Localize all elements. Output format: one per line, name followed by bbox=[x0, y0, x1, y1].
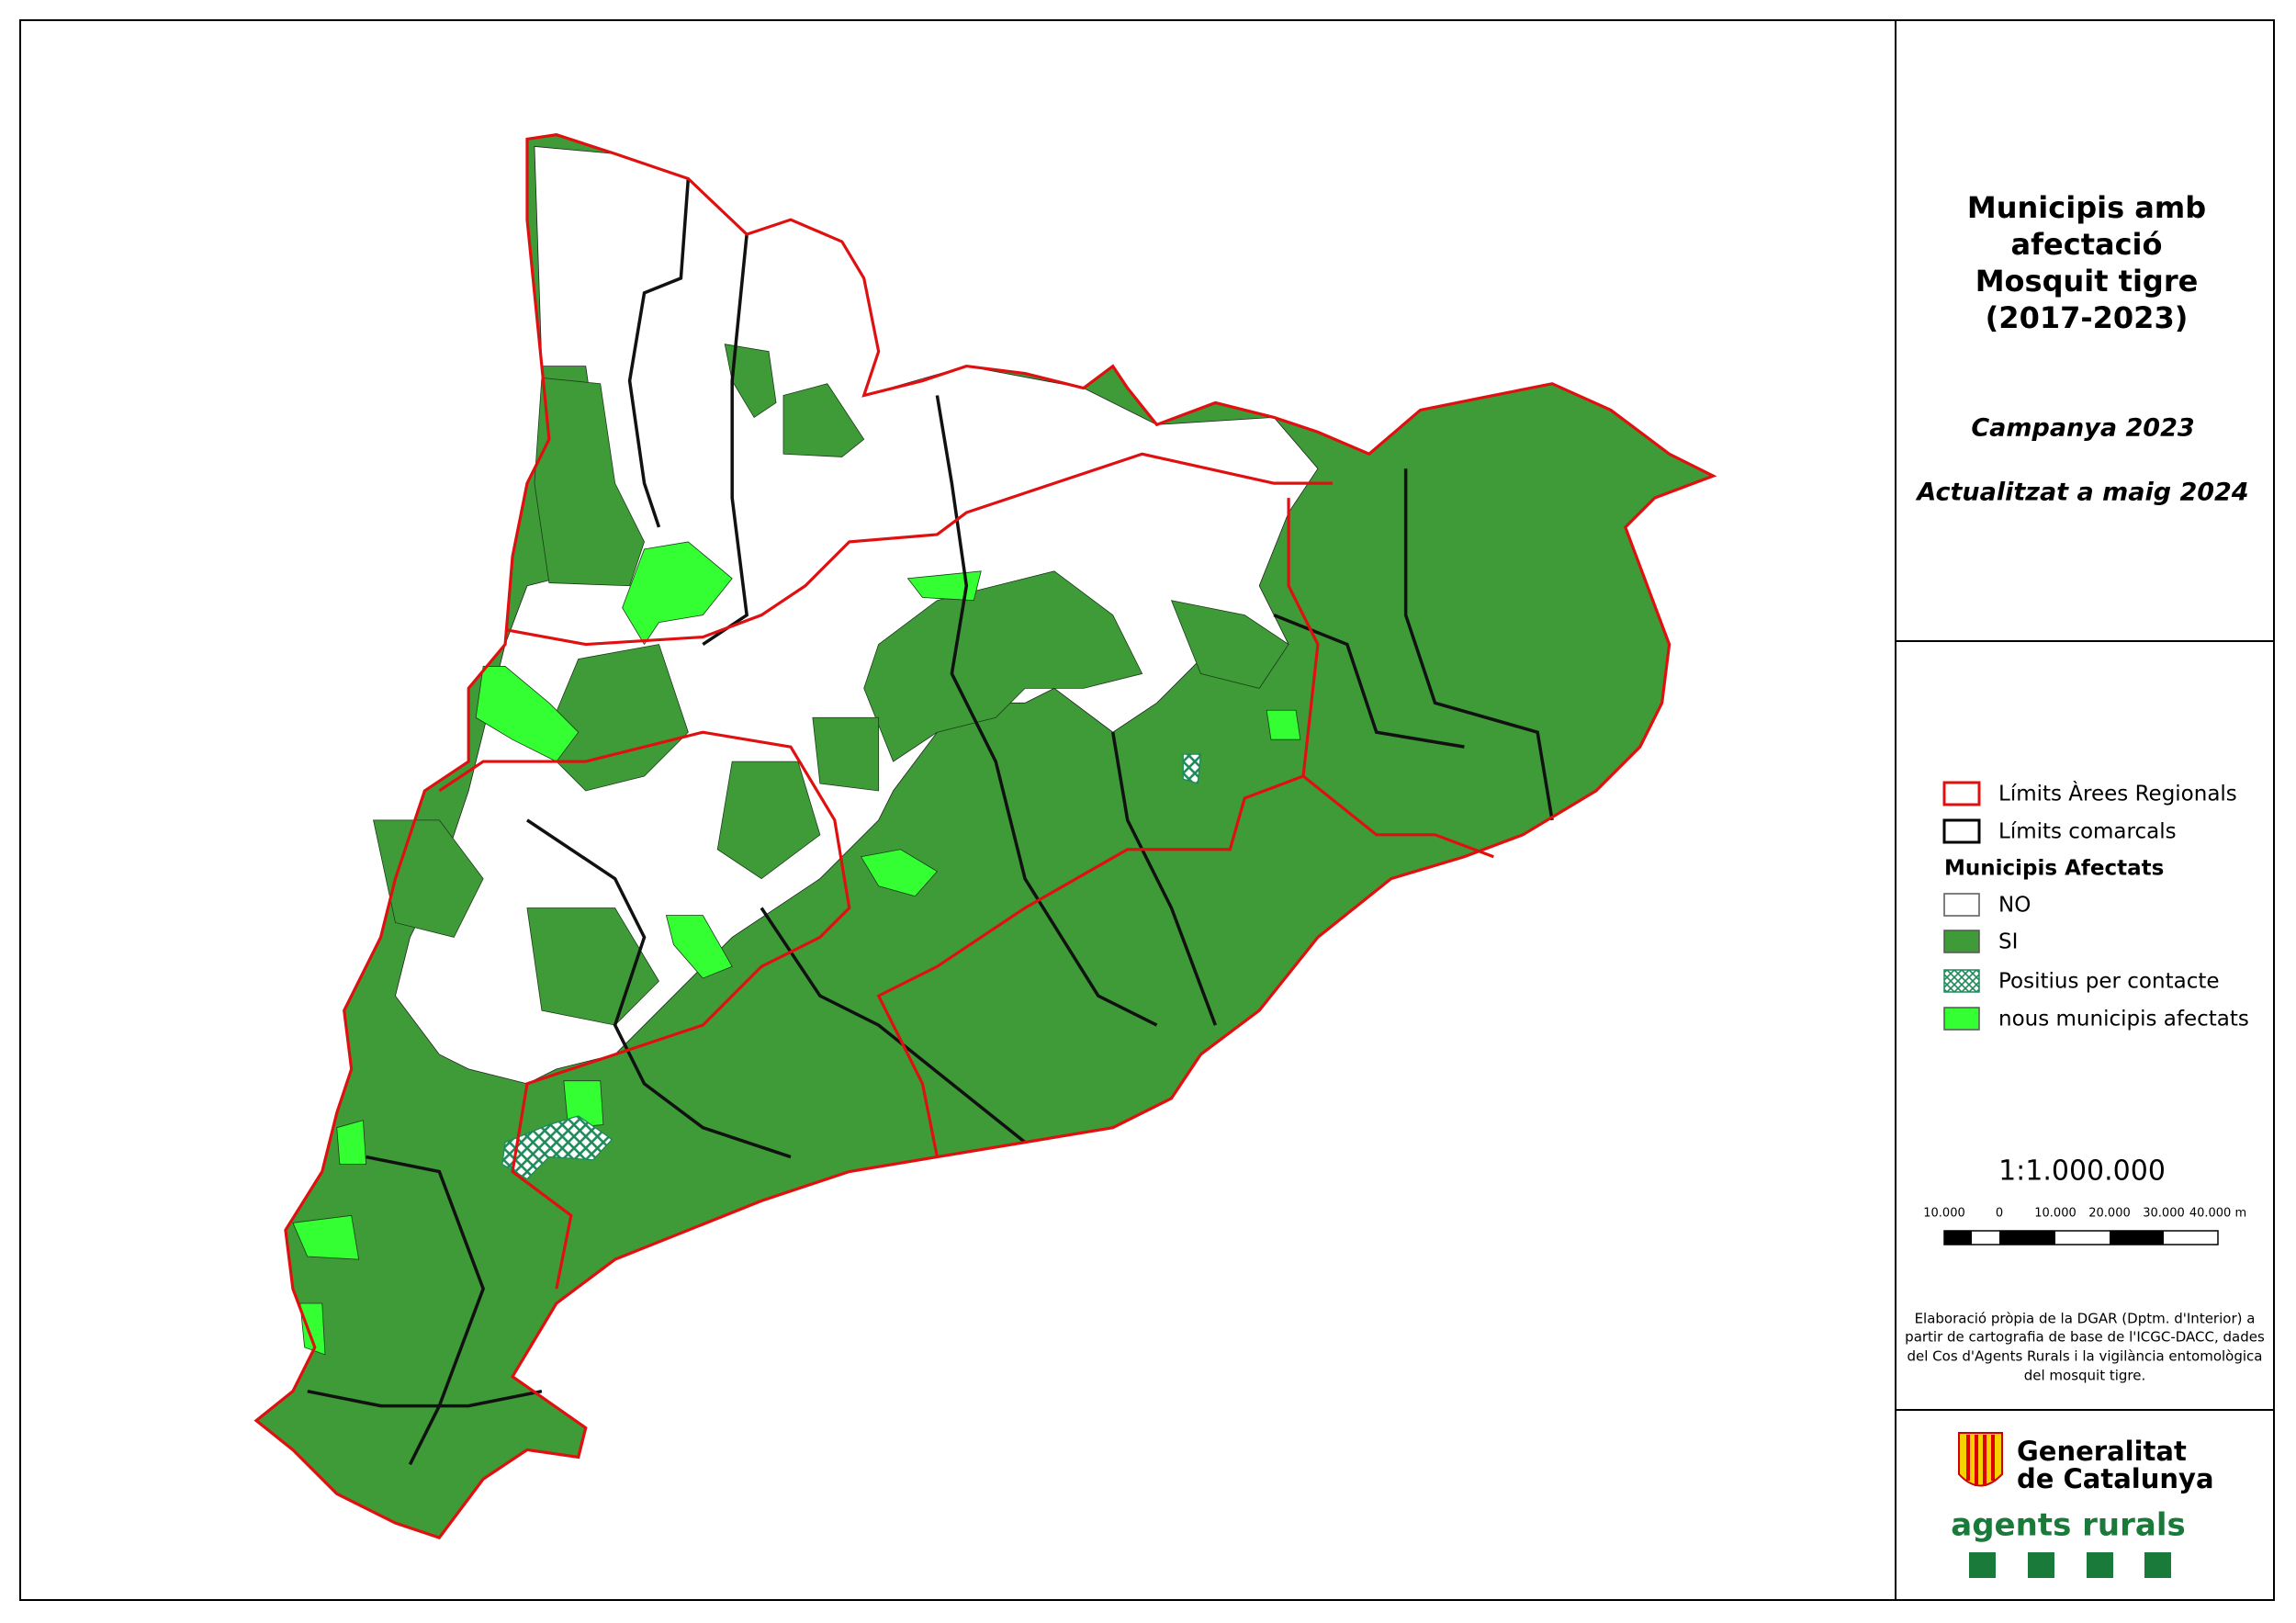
legend-label: Positius per contacte bbox=[1998, 970, 2220, 994]
legend-swatch bbox=[1942, 818, 1981, 844]
legend-swatch bbox=[1943, 969, 1980, 993]
region-new bbox=[336, 1120, 367, 1165]
logo-name: Generalitat bbox=[2017, 1436, 2187, 1467]
legend: Límits Àrees Regionals Límits comarcals … bbox=[1942, 781, 2249, 1031]
legend-heading: Municipis Afectats bbox=[1944, 857, 2164, 881]
region-new bbox=[299, 1302, 326, 1356]
map bbox=[253, 133, 1717, 1539]
region-new bbox=[906, 570, 982, 602]
campaign: Campanya 2023 bbox=[1971, 414, 2194, 443]
region-affected bbox=[863, 570, 1143, 762]
title-line: Mosquit tigre bbox=[1975, 264, 2199, 299]
region-affected bbox=[782, 383, 865, 457]
scale-tick-label: 20.000 bbox=[2088, 1207, 2131, 1221]
logo-name: de Catalunya bbox=[2017, 1463, 2214, 1494]
scale-tick-label: 10.000 bbox=[2034, 1207, 2077, 1221]
legend-swatch bbox=[1943, 893, 1980, 917]
region-new bbox=[665, 915, 733, 979]
scale-bar-segment bbox=[2110, 1231, 2164, 1245]
scale-ratio: 1:1.000.000 bbox=[1998, 1155, 2166, 1188]
title-block: Municipis amb afectació Mosquit tigre (2… bbox=[1915, 190, 2248, 507]
logo-square bbox=[2144, 1552, 2171, 1578]
region-affected bbox=[716, 761, 821, 880]
updated: Actualitzat a maig 2024 bbox=[1915, 479, 2248, 507]
region-new bbox=[622, 541, 733, 646]
scale-tick-label: 40.000 m bbox=[2189, 1207, 2246, 1221]
emblem bbox=[1958, 1432, 2003, 1487]
credits: Elaboració pròpia de la DGAR (Dptm. d'In… bbox=[1905, 1311, 2265, 1384]
logo-square bbox=[2028, 1552, 2054, 1578]
scale: 1:1.000.000 10.000 0 10.000 20.000 30.00… bbox=[1923, 1155, 2246, 1245]
legend-label: Límits Àrees Regionals bbox=[1998, 781, 2237, 806]
region-new bbox=[563, 1080, 604, 1129]
scale-tick-label: 10.000 bbox=[1923, 1207, 1965, 1221]
region-contact bbox=[501, 1115, 613, 1180]
region-affected bbox=[1170, 600, 1289, 689]
region-affected bbox=[534, 377, 645, 587]
logo-square bbox=[2087, 1552, 2113, 1578]
region-new bbox=[292, 1214, 360, 1260]
region-new bbox=[860, 849, 939, 897]
region-affected bbox=[812, 716, 880, 792]
logo-square bbox=[1969, 1552, 1996, 1578]
region-affected bbox=[373, 819, 484, 938]
legend-label: NO bbox=[1998, 894, 2031, 918]
credit-line: partir de cartografia de base de l'ICGC-… bbox=[1905, 1329, 2265, 1346]
logo: Generalitat de Catalunya agents rurals bbox=[1951, 1432, 2214, 1578]
credit-line: del mosquit tigre. bbox=[2024, 1368, 2146, 1384]
legend-swatch bbox=[1943, 1007, 1980, 1031]
title-line: (2017-2023) bbox=[1986, 300, 2189, 335]
legend-label: SI bbox=[1998, 930, 2018, 954]
scale-bar bbox=[1943, 1230, 2219, 1245]
scale-tick-label: 0 bbox=[1996, 1207, 2003, 1221]
credit-line: Elaboració pròpia de la DGAR (Dptm. d'In… bbox=[1915, 1311, 2256, 1327]
legend-label: Límits comarcals bbox=[1998, 820, 2177, 844]
legend-swatch bbox=[1943, 930, 1980, 953]
credit-line: del Cos d'Agents Rurals i la vigilància … bbox=[1907, 1348, 2262, 1365]
region-affected bbox=[724, 344, 777, 418]
scale-bar-segment bbox=[1999, 1231, 2055, 1245]
legend-label: nous municipis afectats bbox=[1998, 1008, 2249, 1031]
scale-tick-label: 30.000 bbox=[2143, 1207, 2185, 1221]
region-new bbox=[475, 666, 580, 762]
title-line: afectació bbox=[2011, 227, 2163, 262]
title-line: Municipis amb bbox=[1967, 190, 2206, 225]
region-contact bbox=[1182, 753, 1202, 784]
legend-swatch bbox=[1942, 781, 1981, 806]
regional-boundaries bbox=[253, 133, 1717, 1539]
emblem-stripes bbox=[1966, 1435, 1995, 1486]
scale-bar-segment bbox=[1944, 1231, 1972, 1245]
region-new bbox=[1266, 709, 1301, 740]
logo-unit: agents rurals bbox=[1951, 1507, 2185, 1544]
